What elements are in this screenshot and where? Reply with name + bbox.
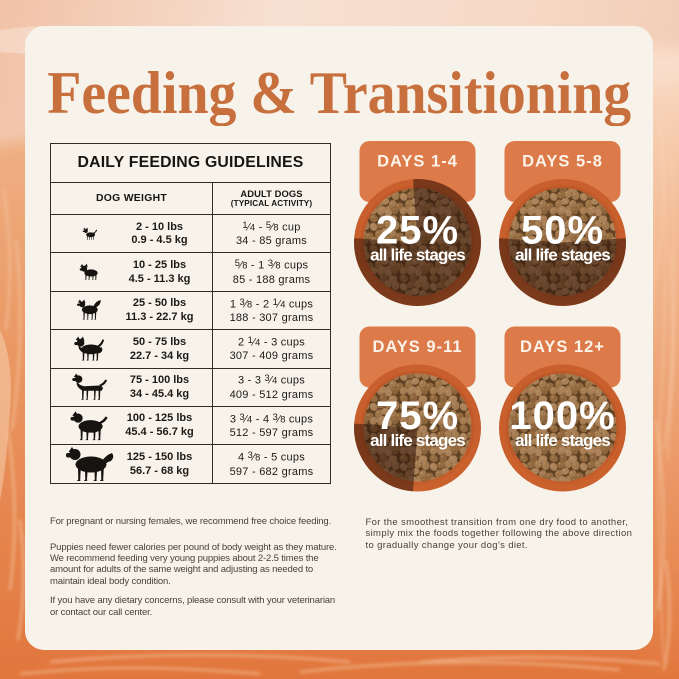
svg-text:DAYS 5-8: DAYS 5-8 bbox=[522, 153, 603, 171]
svg-text:100%: 100% bbox=[509, 394, 615, 438]
svg-text:all life stages: all life stages bbox=[370, 246, 465, 265]
svg-text:25%: 25% bbox=[376, 209, 459, 253]
svg-text:75%: 75% bbox=[376, 394, 459, 438]
svg-text:50%: 50% bbox=[521, 209, 604, 253]
svg-text:DAYS 9-11: DAYS 9-11 bbox=[372, 338, 462, 356]
svg-text:DAYS 1-4: DAYS 1-4 bbox=[377, 153, 458, 171]
svg-text:all life stages: all life stages bbox=[370, 431, 465, 450]
svg-text:all life stages: all life stages bbox=[515, 431, 610, 450]
svg-text:all life stages: all life stages bbox=[515, 246, 610, 265]
svg-text:DAYS 12+: DAYS 12+ bbox=[520, 338, 605, 356]
